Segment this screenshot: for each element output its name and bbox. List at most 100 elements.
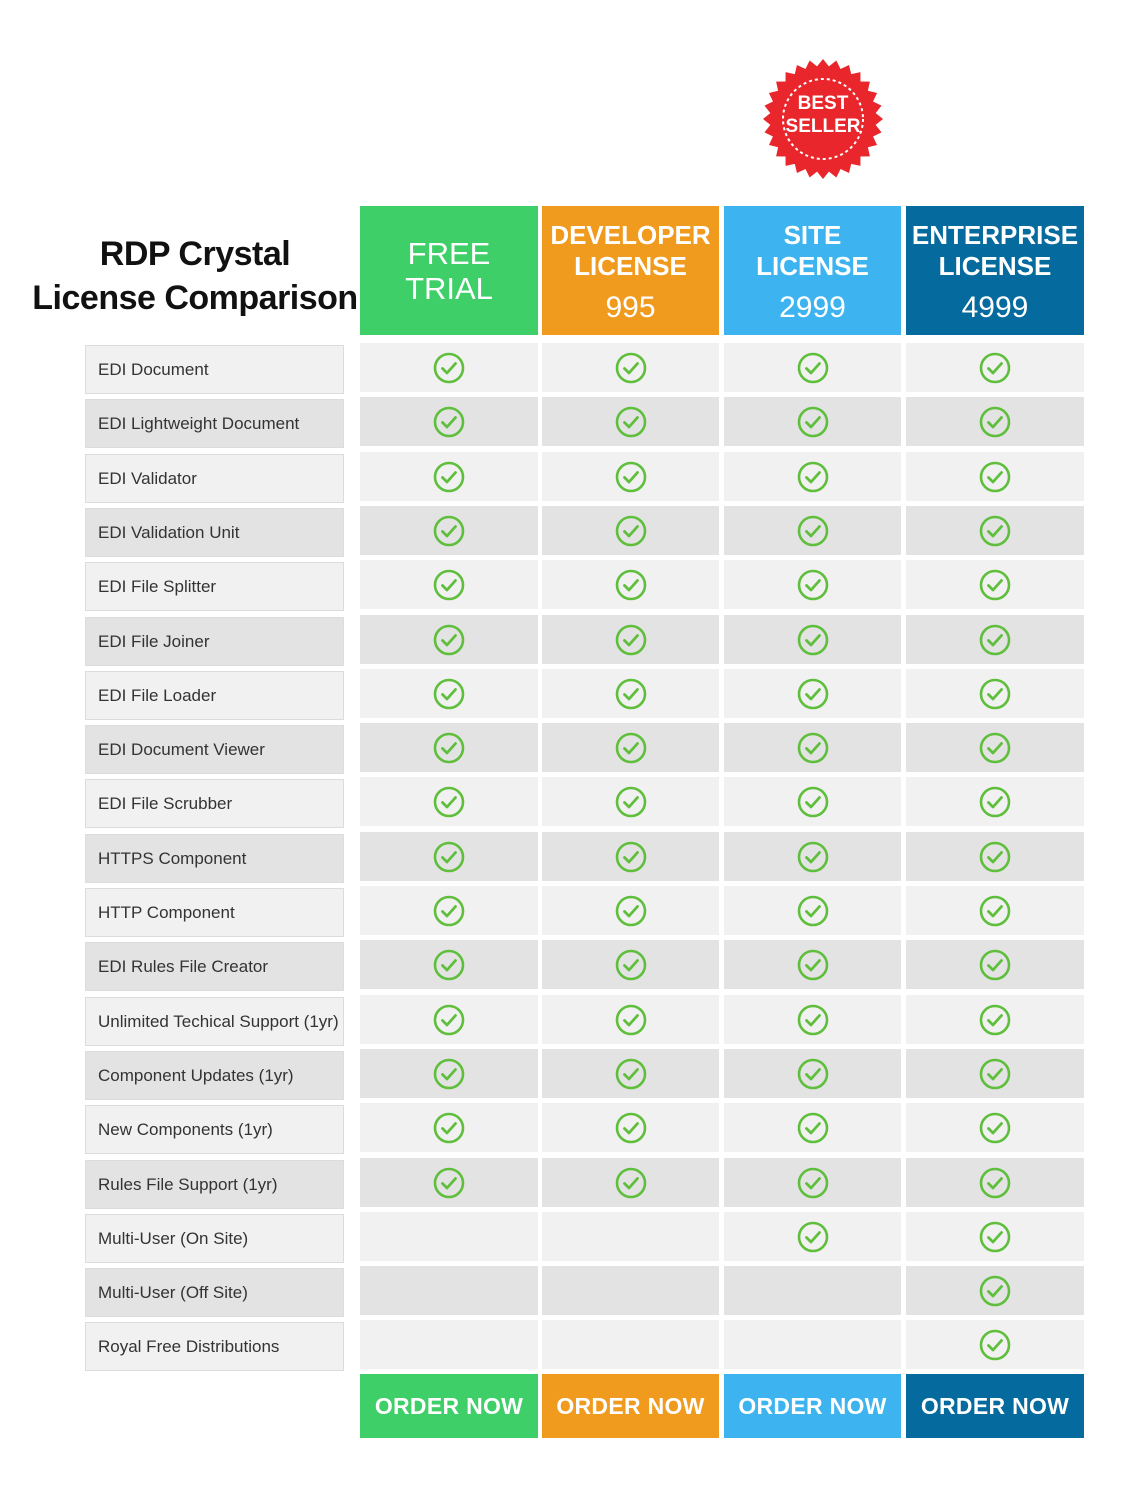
feature-label: EDI File Scrubber (85, 779, 344, 828)
check-circle-icon (979, 461, 1011, 492)
feature-cell-site (724, 940, 901, 989)
check-circle-icon (615, 732, 646, 763)
check-circle-icon (433, 1167, 465, 1198)
feature-cell-enterprise (906, 777, 1084, 826)
feature-cell-developer (542, 560, 719, 609)
feature-cell-free (360, 940, 538, 989)
check-circle-icon (433, 1058, 465, 1089)
check-circle-icon (797, 352, 828, 383)
feature-cell-enterprise (906, 397, 1084, 446)
check-circle-icon (797, 1004, 828, 1035)
plan-name-line-2: LICENSE (756, 251, 869, 281)
check-circle-icon (797, 732, 828, 763)
check-circle-icon (615, 624, 646, 655)
feature-cell-developer (542, 1158, 719, 1207)
feature-cell-site (724, 615, 901, 664)
feature-cell-free (360, 1103, 538, 1152)
check-circle-icon (797, 678, 828, 709)
feature-label: Multi-User (On Site) (85, 1214, 344, 1263)
feature-label: Royal Free Distributions (85, 1322, 344, 1371)
feature-cell-developer (542, 1212, 719, 1261)
feature-label: Unlimited Techical Support (1yr) (85, 997, 344, 1046)
check-circle-icon (797, 1221, 828, 1252)
feature-label: EDI File Splitter (85, 562, 344, 611)
check-circle-icon (615, 569, 646, 600)
feature-cell-enterprise (906, 940, 1084, 989)
check-circle-icon (433, 352, 465, 383)
check-circle-icon (979, 1167, 1011, 1198)
check-circle-icon (979, 569, 1011, 600)
feature-cell-site (724, 1103, 901, 1152)
badge-line-1: BEST (797, 93, 849, 114)
feature-cell-free (360, 1049, 538, 1098)
feature-cell-free (360, 777, 538, 826)
check-circle-icon (615, 352, 646, 383)
feature-cell-enterprise (906, 506, 1084, 555)
check-circle-icon (615, 1004, 646, 1035)
page-title: RDP Crystal License Comparison (30, 232, 360, 320)
check-circle-icon (615, 515, 646, 546)
check-circle-icon (979, 515, 1011, 546)
feature-cell-free (360, 452, 538, 501)
check-circle-icon (433, 1004, 465, 1035)
feature-cell-developer (542, 1320, 719, 1369)
feature-label: EDI Document (85, 345, 344, 394)
feature-cell-enterprise (906, 343, 1084, 392)
feature-cell-developer (542, 886, 719, 935)
feature-label: EDI Lightweight Document (85, 399, 344, 448)
check-circle-icon (797, 786, 828, 817)
feature-cell-developer (542, 995, 719, 1044)
feature-label: EDI File Loader (85, 671, 344, 720)
feature-cell-site (724, 832, 901, 881)
check-circle-icon (797, 1112, 828, 1143)
check-circle-icon (433, 569, 465, 600)
feature-cell-enterprise (906, 1266, 1084, 1315)
check-circle-icon (797, 461, 828, 492)
feature-cell-developer (542, 397, 719, 446)
feature-cell-developer (542, 452, 719, 501)
feature-cell-site (724, 669, 901, 718)
plan-price: 2999 (779, 291, 846, 324)
check-circle-icon (797, 1058, 828, 1089)
feature-cell-enterprise (906, 560, 1084, 609)
feature-cell-site (724, 343, 901, 392)
check-circle-icon (979, 1112, 1011, 1143)
order-now-button-enterprise[interactable]: ORDER NOW (906, 1374, 1084, 1438)
feature-label: EDI Validator (85, 454, 344, 503)
check-circle-icon (979, 1058, 1011, 1089)
feature-cell-site (724, 1158, 901, 1207)
feature-label: EDI Validation Unit (85, 508, 344, 557)
feature-cell-site (724, 995, 901, 1044)
feature-cell-developer (542, 1049, 719, 1098)
feature-label: HTTP Component (85, 888, 344, 937)
check-circle-icon (433, 624, 465, 655)
order-now-button-free[interactable]: ORDER NOW (360, 1374, 538, 1438)
feature-cell-free (360, 669, 538, 718)
feature-cell-free (360, 615, 538, 664)
badge-line-2: SELLER (785, 116, 861, 137)
feature-cell-free (360, 560, 538, 609)
check-circle-icon (433, 1112, 465, 1143)
check-circle-icon (433, 732, 465, 763)
feature-cell-enterprise (906, 1320, 1084, 1369)
feature-cell-free (360, 1320, 538, 1369)
feature-cell-developer (542, 777, 719, 826)
plan-header-developer: DEVELOPER LICENSE 995 (542, 206, 719, 335)
order-now-button-site[interactable]: ORDER NOW (724, 1374, 901, 1438)
check-circle-icon (615, 461, 646, 492)
feature-label: Multi-User (Off Site) (85, 1268, 344, 1317)
plan-name: ENTERPRISE LICENSE (906, 206, 1084, 282)
feature-cell-enterprise (906, 452, 1084, 501)
plan-price: 4999 (961, 291, 1029, 324)
check-circle-icon (979, 406, 1011, 437)
check-circle-icon (979, 1221, 1011, 1252)
check-circle-icon (797, 569, 828, 600)
badge-seal-icon (763, 59, 883, 179)
feature-cell-free (360, 506, 538, 555)
feature-cell-developer (542, 506, 719, 555)
feature-label: EDI File Joiner (85, 617, 344, 666)
check-circle-icon (433, 515, 465, 546)
plan-header-enterprise: ENTERPRISE LICENSE 4999 (906, 206, 1084, 335)
order-now-button-developer[interactable]: ORDER NOW (542, 1374, 719, 1438)
feature-cell-developer (542, 1103, 719, 1152)
